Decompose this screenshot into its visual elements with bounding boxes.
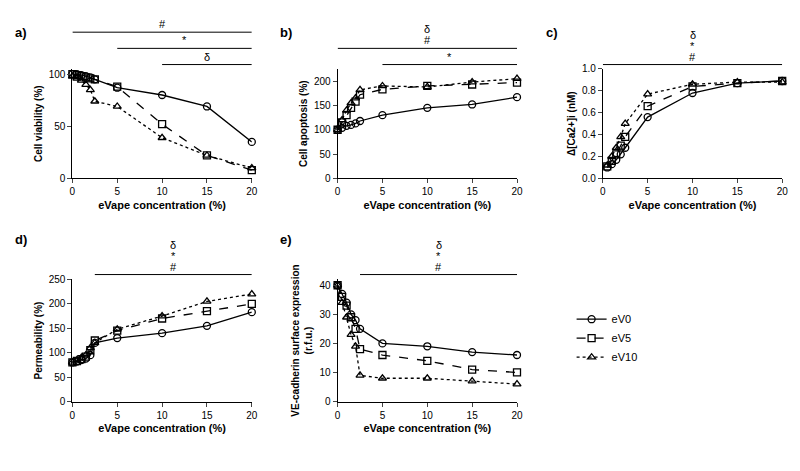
svg-text:*: * [690, 40, 695, 52]
svg-text:5: 5 [114, 410, 120, 421]
svg-text:10: 10 [157, 186, 169, 197]
svg-text:*: * [171, 250, 176, 262]
svg-text:10: 10 [157, 410, 169, 421]
svg-text:eVape concentration (%): eVape concentration (%) [98, 422, 226, 434]
svg-text:15: 15 [201, 186, 213, 197]
svg-text:0: 0 [335, 410, 341, 421]
svg-text:δ: δ [170, 239, 176, 251]
svg-text:Δ[Ca2+]i (nM): Δ[Ca2+]i (nM) [566, 91, 577, 156]
svg-text:VE-cadherin surface expression: VE-cadherin surface expression(r.f.u.) [290, 264, 314, 416]
svg-text:10: 10 [422, 410, 434, 421]
svg-text:0: 0 [335, 186, 341, 197]
svg-text:5: 5 [645, 186, 651, 197]
svg-text:15: 15 [201, 410, 213, 421]
svg-text:15: 15 [732, 186, 744, 197]
svg-text:Cell viability (%): Cell viability (%) [33, 85, 44, 162]
svg-text:d): d) [15, 232, 27, 247]
svg-text:10: 10 [319, 367, 331, 378]
svg-text:0: 0 [60, 173, 66, 184]
svg-text:0.8: 0.8 [582, 85, 596, 96]
svg-text:5: 5 [380, 186, 386, 197]
svg-text:e): e) [280, 232, 292, 247]
svg-text:200: 200 [314, 76, 331, 87]
svg-text:0: 0 [600, 186, 606, 197]
svg-text:100: 100 [49, 347, 66, 358]
svg-text:eVape concentration (%): eVape concentration (%) [363, 422, 491, 434]
svg-text:0: 0 [60, 396, 66, 407]
svg-text:eVape concentration (%): eVape concentration (%) [363, 199, 491, 211]
svg-text:150: 150 [314, 100, 331, 111]
svg-text:10: 10 [687, 186, 699, 197]
svg-text:15: 15 [467, 186, 479, 197]
svg-text:250: 250 [49, 274, 66, 285]
svg-text:150: 150 [49, 323, 66, 334]
svg-text:1.0: 1.0 [582, 63, 596, 74]
svg-text:0.2: 0.2 [582, 151, 596, 162]
svg-text:#: # [424, 34, 431, 46]
svg-text:100: 100 [314, 124, 331, 135]
svg-text:40: 40 [319, 280, 331, 291]
svg-text:0.6: 0.6 [582, 107, 596, 118]
svg-text:c): c) [546, 25, 558, 40]
svg-text:eV10: eV10 [612, 351, 638, 363]
svg-text:b): b) [280, 25, 292, 40]
svg-text:20: 20 [246, 186, 258, 197]
svg-text:5: 5 [114, 186, 120, 197]
svg-text:#: # [170, 261, 177, 273]
svg-text:50: 50 [54, 372, 66, 383]
svg-text:a): a) [15, 25, 27, 40]
svg-text:100: 100 [49, 69, 66, 80]
svg-text:0: 0 [70, 186, 76, 197]
svg-text:Cell apoptosis (%): Cell apoptosis (%) [298, 80, 309, 167]
svg-text:0: 0 [325, 396, 331, 407]
svg-text:δ: δ [690, 29, 696, 41]
svg-text:eVape concentration (%): eVape concentration (%) [98, 199, 226, 211]
svg-text:30: 30 [319, 309, 331, 320]
svg-text:50: 50 [319, 149, 331, 160]
svg-text:*: * [182, 34, 187, 46]
svg-text:0: 0 [70, 410, 76, 421]
svg-text:#: # [159, 18, 166, 30]
svg-text:#: # [435, 261, 442, 273]
svg-text:10: 10 [422, 186, 434, 197]
svg-text:eV5: eV5 [612, 332, 632, 344]
svg-text:δ: δ [204, 51, 210, 63]
svg-text:0.4: 0.4 [582, 129, 596, 140]
svg-text:200: 200 [49, 298, 66, 309]
svg-text:20: 20 [777, 186, 789, 197]
svg-text:50: 50 [54, 121, 66, 132]
svg-text:δ: δ [436, 239, 442, 251]
svg-text:20: 20 [319, 338, 331, 349]
svg-text:*: * [447, 51, 452, 63]
svg-text:20: 20 [511, 186, 523, 197]
svg-text:0: 0 [325, 173, 331, 184]
svg-text:0.0: 0.0 [582, 173, 596, 184]
svg-text:Permeability (%): Permeability (%) [33, 302, 44, 380]
svg-text:20: 20 [246, 410, 258, 421]
svg-text:*: * [436, 250, 441, 262]
svg-text:δ: δ [424, 23, 430, 35]
svg-text:5: 5 [380, 410, 386, 421]
svg-text:#: # [689, 51, 696, 63]
svg-text:15: 15 [467, 410, 479, 421]
svg-text:20: 20 [511, 410, 523, 421]
svg-text:eVape concentration (%): eVape concentration (%) [629, 199, 757, 211]
svg-text:eV0: eV0 [612, 313, 632, 325]
